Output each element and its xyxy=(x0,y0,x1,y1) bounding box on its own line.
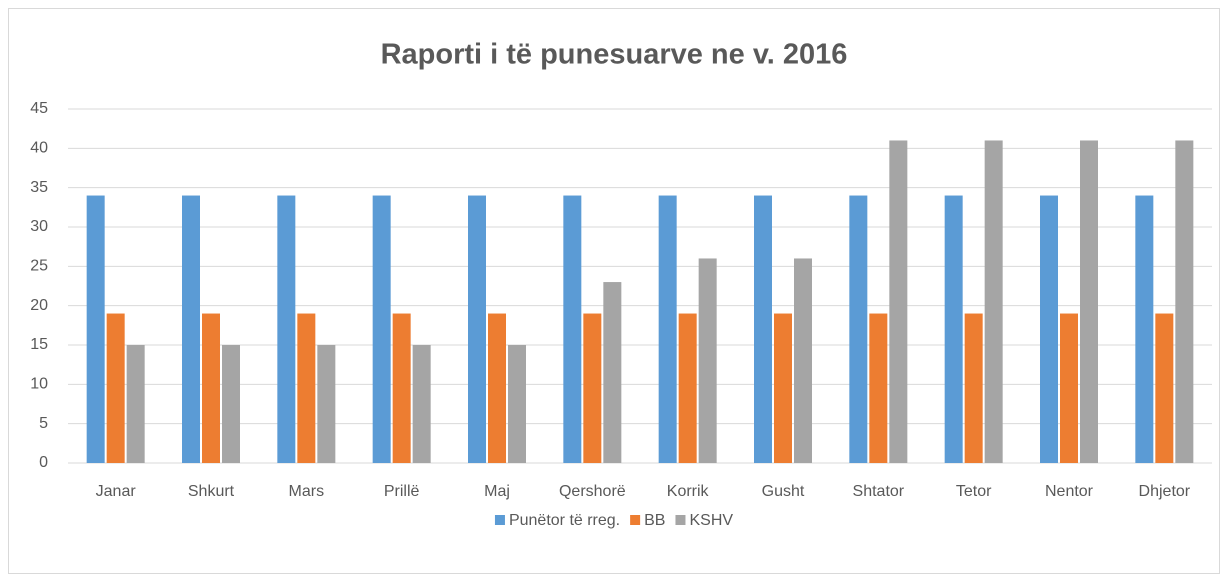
x-tick-label: Gusht xyxy=(762,483,805,500)
y-tick-label: 5 xyxy=(39,415,48,432)
bar xyxy=(583,313,602,463)
x-tick-label: Dhjetor xyxy=(1139,483,1191,500)
y-tick-label: 20 xyxy=(30,297,48,314)
x-tick-label: Tetor xyxy=(956,483,992,500)
y-tick-label: 40 xyxy=(30,140,48,157)
y-tick-label: 35 xyxy=(30,179,48,196)
legend-label: KSHV xyxy=(689,512,733,529)
x-tick-label: Shkurt xyxy=(188,483,235,500)
bar xyxy=(1135,195,1154,464)
y-tick-label: 10 xyxy=(30,376,48,393)
bar xyxy=(468,195,486,464)
bar xyxy=(508,345,526,463)
x-tick-label: Shtator xyxy=(853,483,905,500)
bar xyxy=(794,258,812,463)
y-tick-label: 25 xyxy=(30,258,48,275)
bar xyxy=(202,313,220,463)
bar xyxy=(412,345,431,463)
bar xyxy=(317,345,336,463)
legend-swatch xyxy=(494,515,505,525)
bar xyxy=(774,313,792,463)
bar xyxy=(984,140,1003,463)
y-tick-label: 45 xyxy=(30,100,48,117)
bar xyxy=(488,313,506,463)
bar xyxy=(1175,140,1194,463)
y-tick-label: 15 xyxy=(30,336,48,353)
bar xyxy=(889,140,908,463)
x-tick-label: Nentor xyxy=(1045,483,1094,500)
bar xyxy=(297,313,316,463)
bar xyxy=(372,195,391,464)
bar xyxy=(126,345,145,463)
x-tick-label: Prillë xyxy=(384,483,420,500)
legend-swatch xyxy=(630,515,641,525)
bar xyxy=(222,345,240,463)
bar xyxy=(849,195,868,464)
bar xyxy=(86,195,105,464)
bar xyxy=(563,195,582,464)
bar xyxy=(1155,313,1174,463)
legend-label: Punëtor të rreg. xyxy=(509,512,620,529)
bar xyxy=(1080,140,1098,463)
bar xyxy=(603,282,622,463)
bar xyxy=(678,313,697,463)
bar xyxy=(944,195,963,464)
x-tick-label: Qershorë xyxy=(559,483,626,500)
x-tick-label: Maj xyxy=(484,483,510,500)
bar xyxy=(106,313,125,463)
legend-swatch xyxy=(675,515,686,525)
bar xyxy=(182,195,200,464)
legend-label: BB xyxy=(644,512,665,529)
bar xyxy=(698,258,717,463)
bar xyxy=(964,313,983,463)
bar xyxy=(277,195,296,464)
bar xyxy=(754,195,772,464)
bar xyxy=(658,195,677,464)
chart-title: Raporti i të punesuarve ne v. 2016 xyxy=(381,39,848,71)
bar xyxy=(392,313,411,463)
bar xyxy=(1060,313,1078,463)
x-tick-label: Janar xyxy=(96,483,137,500)
y-tick-label: 30 xyxy=(30,218,48,235)
x-tick-label: Mars xyxy=(289,483,325,500)
bar xyxy=(1040,195,1058,464)
y-tick-label: 0 xyxy=(39,454,48,471)
x-tick-label: Korrik xyxy=(667,483,710,500)
bar xyxy=(869,313,888,463)
